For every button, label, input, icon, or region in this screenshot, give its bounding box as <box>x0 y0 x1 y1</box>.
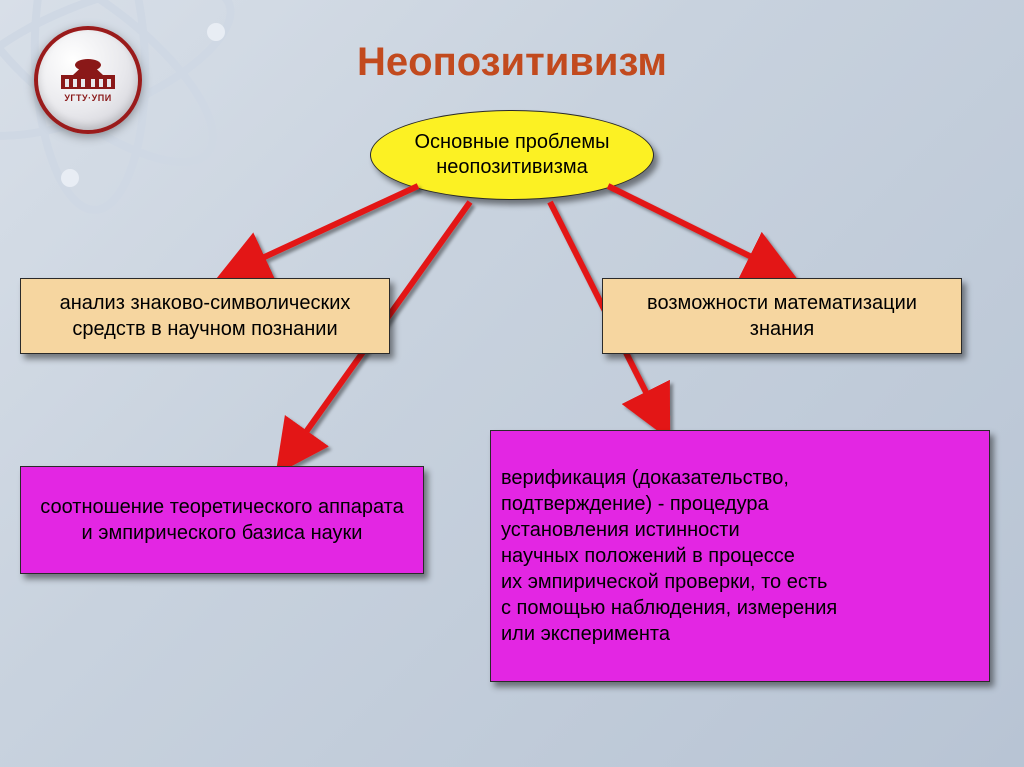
box-bot-right: верификация (доказательство,подтверждени… <box>490 430 990 682</box>
box-top-left: анализ знаково-символическихсредств в на… <box>20 278 390 354</box>
box-bot-left: соотношение теоретического аппаратаи эмп… <box>20 466 424 574</box>
slide-title: Неопозитивизм <box>0 40 1024 85</box>
logo-label: УГТУ·УПИ <box>64 93 111 103</box>
central-ellipse: Основные проблемынеопозитивизма <box>370 110 654 200</box>
box-top-right: возможности математизациизнания <box>602 278 962 354</box>
